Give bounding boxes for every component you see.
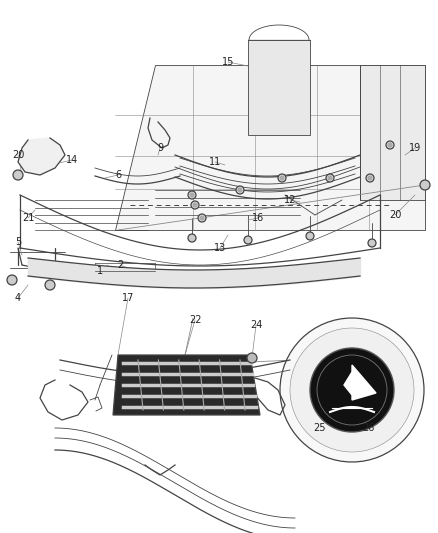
Text: 24: 24 xyxy=(250,320,262,330)
Circle shape xyxy=(236,186,244,194)
Text: 22: 22 xyxy=(189,315,201,325)
Circle shape xyxy=(238,188,242,192)
Text: 4: 4 xyxy=(15,293,21,303)
Circle shape xyxy=(420,180,430,190)
Circle shape xyxy=(13,170,23,180)
Text: 25: 25 xyxy=(314,423,326,433)
Text: 12: 12 xyxy=(284,195,296,205)
Text: 5: 5 xyxy=(15,237,21,247)
Text: 20: 20 xyxy=(389,210,401,220)
Text: 2: 2 xyxy=(117,260,123,270)
Polygon shape xyxy=(360,65,425,200)
Circle shape xyxy=(244,236,252,244)
Text: 1: 1 xyxy=(97,266,103,276)
Circle shape xyxy=(188,191,196,199)
Polygon shape xyxy=(115,65,425,230)
Circle shape xyxy=(191,201,199,209)
Circle shape xyxy=(368,239,376,247)
Polygon shape xyxy=(344,372,352,395)
Circle shape xyxy=(368,176,372,180)
Text: 13: 13 xyxy=(214,243,226,253)
Polygon shape xyxy=(18,138,65,175)
Circle shape xyxy=(290,328,414,452)
Text: 11: 11 xyxy=(209,157,221,167)
Text: 16: 16 xyxy=(252,213,264,223)
Polygon shape xyxy=(352,365,376,400)
Circle shape xyxy=(278,174,286,182)
Circle shape xyxy=(310,348,394,432)
Circle shape xyxy=(280,176,284,180)
Circle shape xyxy=(388,143,392,147)
Text: 19: 19 xyxy=(409,143,421,153)
Circle shape xyxy=(317,355,387,425)
Text: 15: 15 xyxy=(222,57,234,67)
Circle shape xyxy=(328,176,332,180)
Circle shape xyxy=(190,193,194,197)
Circle shape xyxy=(366,174,374,182)
Circle shape xyxy=(198,214,206,222)
Polygon shape xyxy=(248,40,310,135)
Polygon shape xyxy=(113,355,260,415)
Text: 17: 17 xyxy=(122,293,134,303)
Text: 21: 21 xyxy=(22,213,34,223)
Circle shape xyxy=(326,174,334,182)
Text: 9: 9 xyxy=(157,143,163,153)
Text: 6: 6 xyxy=(115,170,121,180)
Circle shape xyxy=(306,232,314,240)
Circle shape xyxy=(188,234,196,242)
Text: 14: 14 xyxy=(66,155,78,165)
Circle shape xyxy=(200,216,204,220)
Text: 20: 20 xyxy=(12,150,24,160)
Circle shape xyxy=(193,203,197,207)
Text: 26: 26 xyxy=(362,423,374,433)
Circle shape xyxy=(247,353,257,363)
Circle shape xyxy=(7,275,17,285)
Circle shape xyxy=(386,141,394,149)
Circle shape xyxy=(45,280,55,290)
Circle shape xyxy=(280,318,424,462)
